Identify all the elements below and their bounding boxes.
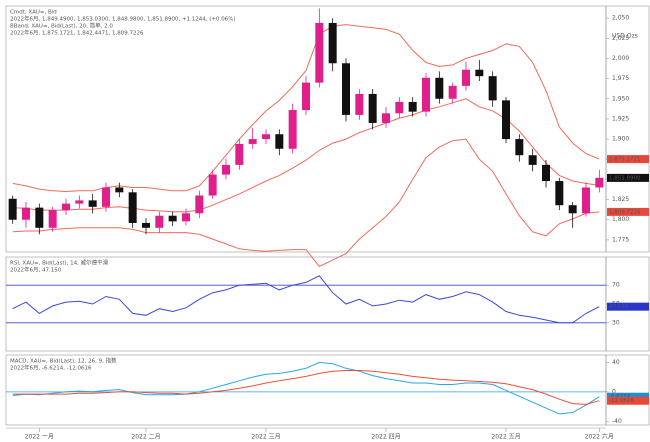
candle-body — [208, 174, 217, 196]
panel-title: Cmdt, XAU=, Bid — [10, 10, 57, 16]
value-tag — [607, 207, 649, 216]
value-tag-label: 1,809.7226 — [609, 209, 641, 215]
candle-body — [275, 134, 284, 149]
candle-body — [515, 139, 524, 156]
y-tick-label: 1,925 — [612, 115, 629, 122]
candle-body — [168, 215, 177, 222]
y-tick-label: 40 — [612, 359, 620, 366]
axis-panel — [605, 354, 650, 426]
y-tick-label: 1,900 — [612, 136, 629, 143]
candle-body — [88, 200, 97, 207]
x-tick-label: 2022 四月 — [371, 434, 400, 441]
candle-body — [288, 110, 297, 149]
candle-body — [475, 69, 484, 77]
y-tick-label: 2,050 — [612, 15, 629, 22]
candle-body — [248, 139, 257, 144]
candle-body — [315, 22, 324, 83]
x-tick-label: 2022 一月 — [25, 434, 54, 441]
candle-body — [142, 222, 150, 228]
macd-line — [12, 370, 600, 405]
y-tick-label: 70 — [612, 282, 620, 289]
candle-body — [235, 143, 244, 165]
value-tag-label: 1,875.1721 — [609, 157, 641, 163]
y-tick-label: 1,775 — [612, 236, 629, 243]
candle-body — [582, 187, 590, 214]
candle-body — [302, 82, 310, 111]
panel-subtitle: 2022年6月, 47.150 — [10, 266, 62, 274]
axis-panel — [605, 5, 650, 253]
candle-body — [502, 100, 510, 140]
value-tag — [607, 396, 649, 405]
candle-body — [102, 187, 110, 207]
value-tag — [607, 155, 649, 164]
candle-body — [595, 177, 604, 188]
y-tick-label: 1,800 — [612, 216, 629, 223]
y-tick-label: 0 — [612, 388, 616, 395]
candle-body — [488, 76, 497, 101]
candle-body — [222, 164, 230, 175]
bollinger-middle — [12, 98, 600, 213]
candle-body — [155, 215, 164, 228]
candle-body — [568, 205, 577, 214]
candle-body — [8, 198, 17, 220]
x-tick-label: 2022 二月 — [131, 434, 160, 441]
candle-body — [48, 210, 57, 228]
candle-body — [448, 85, 457, 99]
candle-body — [195, 195, 204, 214]
value-tag-label: 47.150 — [609, 304, 629, 310]
bands-subtitle: 2022年6月, 1,875.1721, 1,842.4471, 1,809.7… — [10, 29, 144, 37]
value-tag — [607, 302, 649, 311]
candle-body — [35, 207, 44, 228]
y-tick-label: -40 — [612, 418, 622, 425]
candle-body — [62, 203, 70, 211]
panel-title: RSI, XAU=, Bid(Last), 14, 威尔德平滑 — [10, 259, 109, 267]
candle-body — [115, 187, 124, 193]
candle-body — [22, 207, 30, 220]
y-tick-label: 1,950 — [612, 95, 629, 102]
candle-body — [395, 101, 404, 114]
unit-label: USD Ozs — [612, 33, 638, 40]
y-tick-label: 2,000 — [612, 55, 629, 62]
candle-body — [462, 69, 470, 86]
candle-body — [528, 155, 537, 165]
y-tick-label: 1,825 — [612, 196, 629, 203]
candle-body — [542, 164, 550, 182]
candle-body — [408, 101, 417, 112]
rsi-line — [12, 275, 600, 324]
candle-body — [182, 213, 190, 222]
candle-body — [435, 77, 444, 99]
candle-body — [368, 93, 377, 123]
candle-body — [128, 192, 137, 223]
candle-body — [75, 200, 84, 204]
y-tick-label: 2,025 — [612, 35, 629, 42]
x-tick-label: 2022 六月 — [585, 433, 614, 441]
x-tick-label: 2022 三月 — [251, 434, 280, 441]
panel-subtitle: 2022年6月, 1,849.4900, 1,853.0300, 1,848.9… — [10, 15, 236, 23]
candle-body — [422, 77, 430, 112]
candle-body — [555, 181, 564, 206]
candle-body — [328, 22, 337, 64]
candle-body — [342, 63, 350, 115]
y-tick-label: 30 — [612, 319, 620, 326]
candle-body — [262, 134, 270, 140]
candle-body — [355, 93, 364, 115]
macd-line — [12, 361, 600, 415]
y-tick-label: 1,975 — [612, 75, 629, 82]
bollinger-upper — [12, 24, 600, 193]
value-tag-label: -12.0616 — [609, 398, 634, 404]
panel-title: MACD, XAU=, Bid(Last), 12, 26, 9, 指数 — [10, 357, 117, 365]
bollinger-lower — [12, 138, 600, 268]
value-tag — [607, 392, 649, 401]
value-tag-label: 1,851.8900 — [609, 175, 641, 181]
candle-body — [382, 113, 390, 123]
panel-subtitle: 2022年6月, -6.6214, -12.0616 — [10, 364, 92, 372]
bands-title: BBand, XAU=, Bid(Last), 20, 简单, 2.0 — [10, 22, 113, 30]
x-tick-label: 2022 五月 — [491, 434, 520, 441]
value-tag — [607, 173, 649, 182]
